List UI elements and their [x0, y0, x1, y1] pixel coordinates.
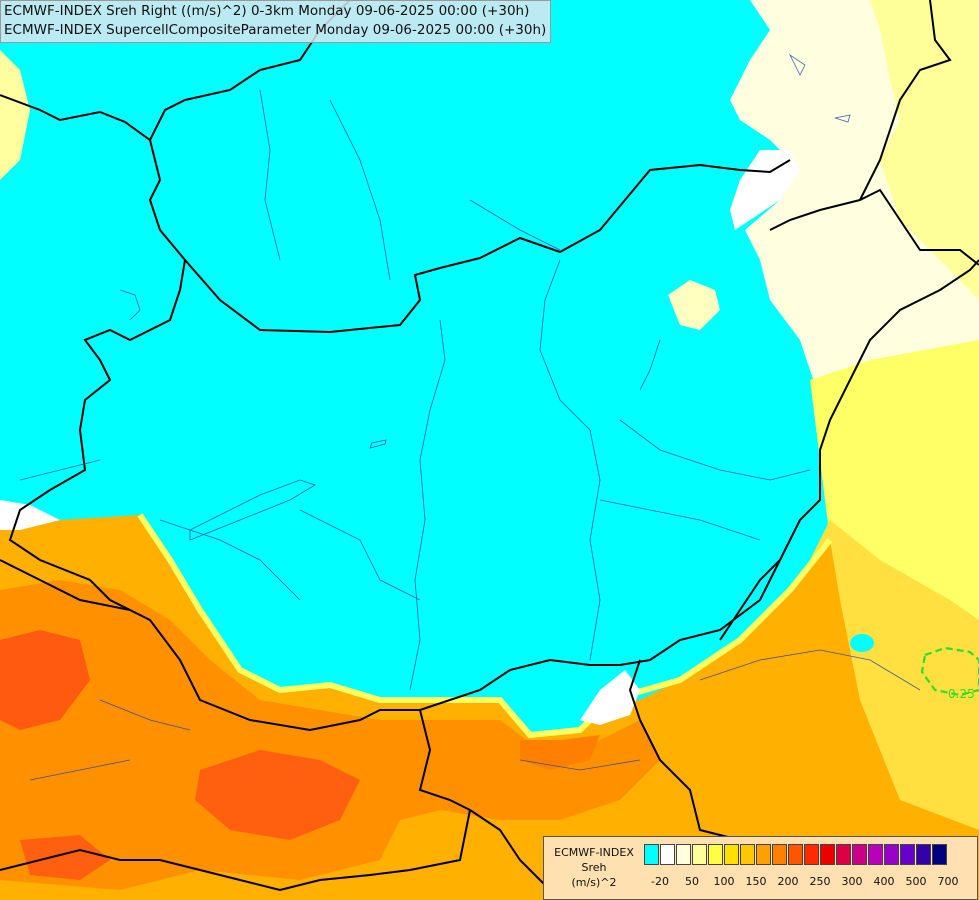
- legend-swatch: [820, 844, 835, 865]
- legend-swatch: [900, 844, 915, 865]
- legend-swatch: [852, 844, 867, 865]
- map-title-line1: ECMWF-INDEX Sreh Right ((m/s)^2) 0-3km M…: [4, 3, 530, 19]
- white-patch-south: [580, 670, 640, 725]
- scp-contour-label: 0.25: [948, 687, 975, 701]
- legend-caption-unit: (m/s)^2: [571, 876, 617, 889]
- legend-swatch: [724, 844, 739, 865]
- legend-swatch: [932, 844, 947, 865]
- legend-tick-label: 300: [841, 875, 863, 888]
- legend-swatch: [884, 844, 899, 865]
- west-pale-patch: [0, 50, 30, 180]
- legend-ticks: -20 50 100 150 200 250 300 400 500 700: [644, 875, 974, 889]
- cyan-edge-yellow-band: [137, 513, 833, 739]
- red-orange-patch-west: [0, 630, 90, 730]
- mid-pale-patch: [668, 280, 720, 330]
- color-legend: ECMWF-INDEX Sreh (m/s)^2 -20 50 100 150 200 2…: [543, 836, 978, 900]
- legend-swatch: [756, 844, 771, 865]
- legend-swatch: [836, 844, 851, 865]
- orange-patch-mid: [520, 735, 600, 770]
- map-title-line2: ECMWF-INDEX SupercellCompositeParameter …: [4, 22, 547, 38]
- legend-swatch: [916, 844, 931, 865]
- red-orange-patch-sw: [20, 835, 110, 880]
- legend-tick-label: 400: [873, 875, 895, 888]
- legend-swatches: [644, 844, 948, 866]
- legend-swatch: [788, 844, 803, 865]
- red-orange-patch-center: [195, 750, 360, 840]
- legend-swatch: [660, 844, 675, 865]
- legend-tick-label: 150: [745, 875, 767, 888]
- legend-swatch: [740, 844, 755, 865]
- legend-caption-model: ECMWF-INDEX: [554, 846, 634, 859]
- scp-contour-line: [920, 646, 979, 697]
- legend-caption: ECMWF-INDEX Sreh (m/s)^2: [546, 845, 642, 890]
- legend-swatch: [676, 844, 691, 865]
- cyan-hole-east: [850, 634, 874, 652]
- legend-tick-label: -20: [651, 875, 669, 888]
- legend-tick-label: 50: [685, 875, 699, 888]
- legend-swatch: [708, 844, 723, 865]
- rivers: [19, 53, 921, 781]
- south-orange-dark-region: [0, 580, 660, 890]
- legend-swatch: [868, 844, 883, 865]
- legend-swatch: [804, 844, 819, 865]
- legend-swatch: [644, 844, 659, 865]
- legend-tick-label: 100: [713, 875, 735, 888]
- legend-tick-label: 200: [777, 875, 799, 888]
- legend-tick-label: 250: [809, 875, 831, 888]
- legend-swatch: [772, 844, 787, 865]
- legend-tick-label: 500: [905, 875, 927, 888]
- scp-contour: 0.25: [920, 646, 979, 701]
- map-title-box: ECMWF-INDEX Sreh Right ((m/s)^2) 0-3km M…: [0, 0, 552, 43]
- legend-caption-param: Sreh: [581, 861, 607, 874]
- ne-light-yellow-region: [870, 0, 979, 300]
- legend-tick-label: 700: [937, 875, 959, 888]
- legend-swatch: [692, 844, 707, 865]
